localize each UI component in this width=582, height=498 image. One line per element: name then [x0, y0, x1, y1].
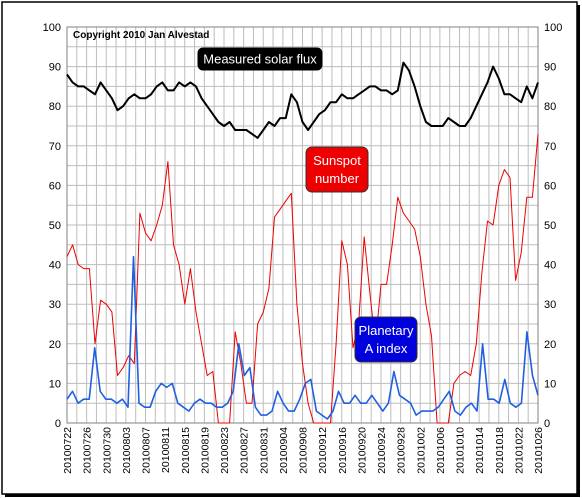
y-tick-label-left: 60 [49, 180, 61, 192]
y-tick-label-left: 30 [49, 299, 61, 311]
x-tick-label: 20100928 [396, 427, 408, 474]
x-tick-label: 20101010 [455, 427, 467, 474]
y-tick-label-right: 40 [544, 260, 556, 272]
y-axis-right: 0 10 20 30 40 50 60 70 80 90 100 [544, 22, 562, 430]
series-lines [66, 61, 539, 424]
x-tick-label: 20100815 [180, 427, 192, 474]
x-tick-label: 20101014 [474, 427, 486, 474]
x-tick-label: 20100904 [278, 427, 290, 474]
y-axis-left: 0 10 20 30 40 50 60 70 80 90 100 [43, 22, 61, 430]
series-line-solar-flux [66, 61, 539, 139]
x-tick-label: 20100924 [376, 427, 388, 474]
x-tick-label: 20101018 [494, 427, 506, 474]
legend-label-solar-flux-text: Measured solar flux [203, 52, 317, 67]
y-tick-label-right: 100 [544, 22, 562, 34]
y-tick-label-left: 100 [43, 22, 61, 34]
y-tick-label-right: 0 [544, 418, 550, 430]
x-tick-label: 20100916 [337, 427, 349, 474]
y-tick-label-right: 70 [544, 141, 556, 153]
x-tick-label: 20100827 [239, 427, 251, 474]
x-tick-label: 20100908 [298, 427, 310, 474]
legend-label-planetary: Planetary A index [354, 316, 418, 363]
y-tick-label-left: 10 [49, 378, 61, 390]
x-tick-label: 20100920 [356, 427, 368, 474]
legend-label-solar-flux: Measured solar flux [197, 47, 323, 71]
x-tick-label: 20100722 [62, 427, 74, 474]
x-axis: 20100722 20100726 20100730 20100803 20100807… [62, 427, 545, 474]
legend-label-sunspot-line2: number [315, 171, 360, 186]
legend-label-sunspot: Sunspot number [305, 146, 369, 193]
legend-label-planetary-line1: Planetary [359, 323, 414, 338]
x-tick-label: 20100807 [141, 427, 153, 474]
x-tick-label: 20100831 [258, 427, 270, 474]
y-tick-label-right: 60 [544, 180, 556, 192]
plot-area [66, 26, 539, 424]
y-tick-label-left: 40 [49, 260, 61, 272]
x-tick-label: 20100803 [121, 427, 133, 474]
y-tick-label-left: 20 [49, 339, 61, 351]
border-shadow-right [577, 5, 580, 496]
y-tick-label-left: 0 [55, 418, 61, 430]
y-tick-label-right: 10 [544, 378, 556, 390]
y-tick-label-right: 50 [544, 220, 556, 232]
y-tick-label-left: 80 [49, 101, 61, 113]
x-tick-label: 20100819 [199, 427, 211, 474]
y-tick-label-right: 80 [544, 101, 556, 113]
x-tick-label: 20101026 [533, 427, 545, 474]
y-tick-label-left: 70 [49, 141, 61, 153]
series-line-sunspot [66, 133, 539, 424]
x-tick-label: 20101002 [415, 427, 427, 474]
legend-label-planetary-line2: A index [365, 341, 408, 356]
x-tick-label: 20101022 [513, 427, 525, 474]
y-tick-label-right: 90 [544, 62, 556, 74]
x-tick-label: 20100811 [160, 427, 172, 473]
y-tick-label-right: 30 [544, 299, 556, 311]
x-tick-label: 20100823 [219, 427, 231, 474]
y-tick-label-left: 50 [49, 220, 61, 232]
series-line-planetary [66, 255, 539, 420]
x-tick-label: 20100726 [82, 427, 94, 474]
x-tick-label: 20101006 [435, 427, 447, 474]
copyright-text: Copyright 2010 Jan Alvestad [73, 30, 209, 41]
legend-label-sunspot-line1: Sunspot [313, 153, 361, 168]
y-tick-label-right: 20 [544, 339, 556, 351]
border-shadow-bottom [5, 494, 580, 497]
x-tick-label: 20100730 [101, 427, 113, 474]
y-tick-label-left: 90 [49, 62, 61, 74]
x-tick-label: 20100912 [317, 427, 329, 474]
